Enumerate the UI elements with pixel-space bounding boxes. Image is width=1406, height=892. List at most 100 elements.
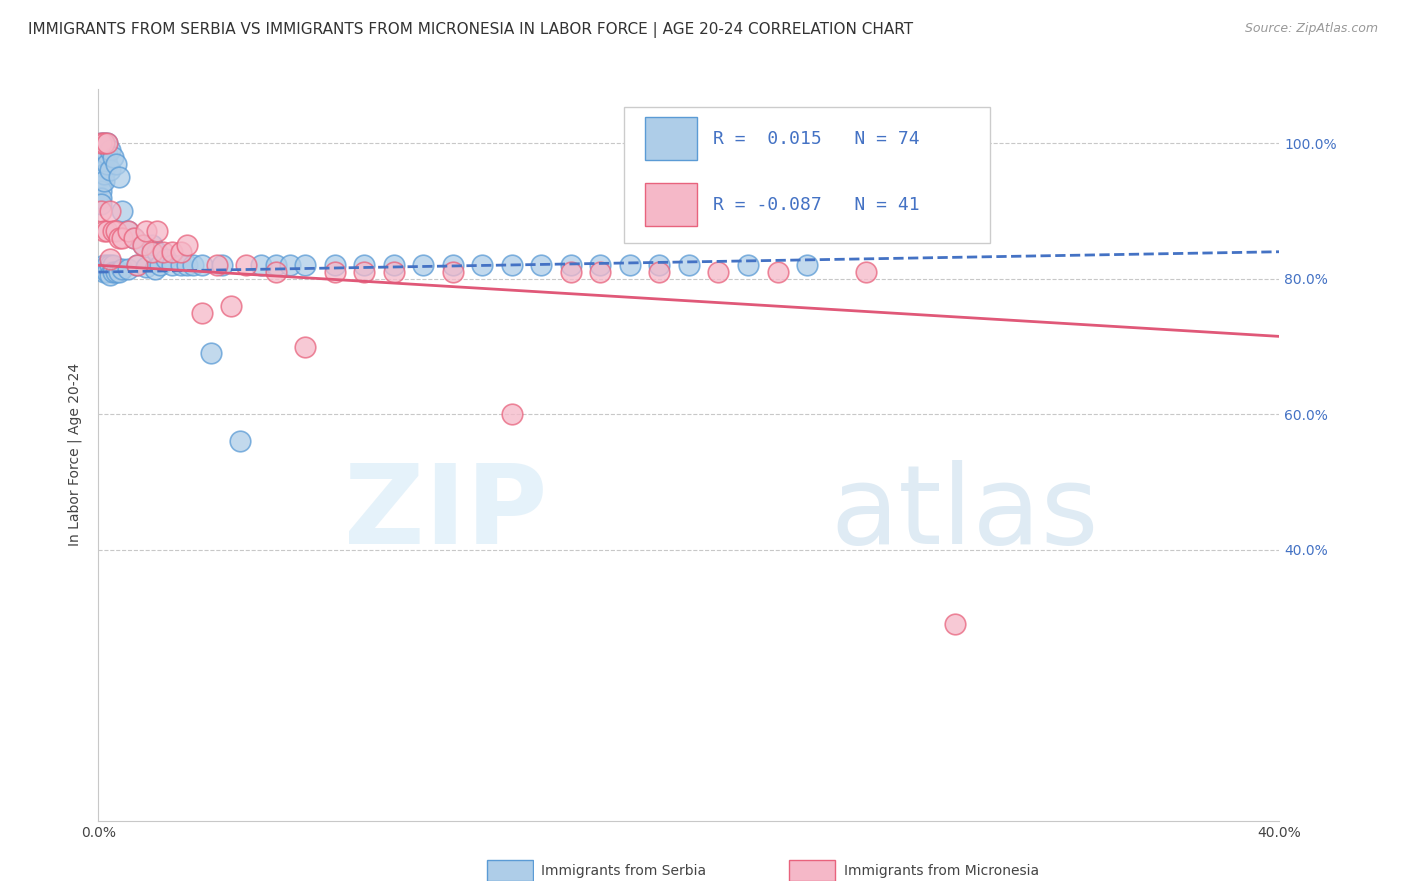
Point	[111, 204, 134, 219]
Point	[93, 265, 115, 279]
Point	[108, 231, 131, 245]
Point	[125, 258, 148, 272]
Point	[181, 258, 204, 272]
Point	[530, 258, 553, 272]
Point	[648, 258, 671, 272]
Point	[135, 260, 157, 274]
Point	[589, 258, 612, 272]
FancyBboxPatch shape	[645, 183, 697, 226]
Point	[90, 204, 112, 219]
Point	[103, 258, 125, 272]
Point	[162, 244, 183, 259]
Point	[90, 184, 112, 198]
Point	[176, 238, 198, 252]
Point	[323, 258, 346, 272]
Text: Immigrants from Serbia: Immigrants from Serbia	[541, 863, 706, 878]
Point	[98, 268, 121, 283]
Point	[96, 224, 118, 238]
Point	[141, 244, 163, 259]
Point	[90, 190, 112, 204]
Point	[93, 146, 115, 161]
Point	[191, 258, 214, 272]
Point	[122, 231, 145, 245]
Point	[471, 258, 494, 272]
Point	[441, 258, 464, 272]
Text: R = -0.087   N = 41: R = -0.087 N = 41	[713, 195, 920, 214]
Point	[294, 340, 316, 354]
Point	[176, 258, 198, 272]
Point	[211, 258, 233, 272]
Point	[146, 224, 169, 238]
Point	[93, 174, 115, 188]
Point	[619, 258, 641, 272]
Point	[117, 224, 139, 238]
Point	[294, 258, 316, 272]
Point	[96, 258, 118, 272]
Point	[105, 157, 128, 171]
Point	[103, 265, 125, 279]
FancyBboxPatch shape	[624, 108, 990, 243]
Point	[278, 258, 302, 272]
Point	[382, 258, 405, 272]
Point	[141, 238, 163, 252]
Point	[93, 258, 115, 272]
Point	[737, 258, 759, 272]
Point	[707, 265, 730, 279]
Text: Source: ZipAtlas.com: Source: ZipAtlas.com	[1244, 22, 1378, 36]
Point	[111, 231, 134, 245]
Point	[90, 163, 112, 178]
FancyBboxPatch shape	[645, 117, 697, 161]
Point	[264, 258, 287, 272]
Text: R =  0.015   N = 74: R = 0.015 N = 74	[713, 130, 920, 148]
Point	[155, 252, 177, 266]
Point	[766, 265, 789, 279]
Point	[229, 434, 252, 449]
Point	[382, 265, 405, 279]
Point	[105, 265, 128, 279]
Point	[108, 170, 131, 185]
Point	[111, 261, 134, 276]
Point	[200, 346, 222, 360]
Point	[98, 204, 121, 219]
Point	[98, 143, 121, 157]
Point	[219, 299, 242, 313]
Point	[162, 258, 183, 272]
Point	[90, 136, 112, 151]
Point	[250, 258, 273, 272]
FancyBboxPatch shape	[789, 860, 835, 880]
Point	[146, 244, 169, 259]
Point	[943, 617, 966, 632]
Point	[96, 146, 118, 161]
Point	[98, 258, 121, 272]
Point	[235, 258, 257, 272]
Point	[191, 306, 214, 320]
Point	[855, 265, 877, 279]
Text: IMMIGRANTS FROM SERBIA VS IMMIGRANTS FROM MICRONESIA IN LABOR FORCE | AGE 20-24 : IMMIGRANTS FROM SERBIA VS IMMIGRANTS FRO…	[28, 22, 914, 38]
Point	[501, 407, 523, 421]
Text: ZIP: ZIP	[344, 460, 547, 567]
Point	[90, 136, 112, 151]
Point	[93, 160, 115, 174]
Point	[125, 258, 148, 272]
Point	[122, 231, 145, 245]
Point	[98, 163, 121, 178]
Point	[170, 258, 193, 272]
Point	[135, 224, 157, 238]
Point	[501, 258, 523, 272]
Point	[90, 197, 112, 211]
Point	[648, 265, 671, 279]
Point	[132, 238, 155, 252]
Text: atlas: atlas	[831, 460, 1099, 567]
Point	[323, 265, 346, 279]
Point	[90, 143, 112, 157]
Point	[117, 261, 139, 276]
Point	[93, 153, 115, 168]
Point	[412, 258, 434, 272]
Point	[441, 265, 464, 279]
Point	[560, 258, 582, 272]
Point	[117, 224, 139, 238]
Point	[90, 170, 112, 185]
Point	[143, 261, 166, 276]
Point	[353, 258, 375, 272]
Point	[93, 167, 115, 181]
